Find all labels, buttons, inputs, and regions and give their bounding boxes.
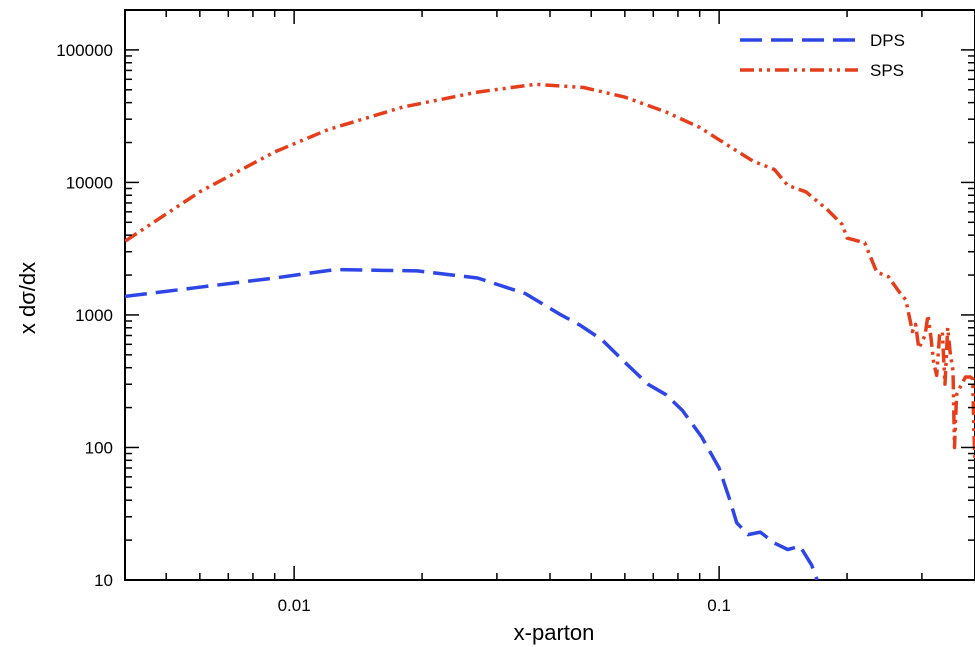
legend-label-dps: DPS [870, 31, 905, 50]
x-axis-title: x-parton [514, 620, 595, 645]
axes-group: 10 100 1000 10000 100000 0.01 0.1 [56, 9, 975, 615]
legend-label-sps: SPS [870, 61, 904, 80]
y-tick-label: 100000 [56, 41, 113, 60]
series-group [125, 82, 975, 580]
x-tick-label: 0.1 [707, 596, 731, 615]
plot-area [124, 9, 975, 581]
plot-frame [124, 9, 975, 581]
y-axis-title: x dσ/dx [15, 262, 40, 334]
series-line-dps [125, 267, 819, 580]
legend: DPS SPS [740, 31, 905, 80]
y-tick-label: 1000 [75, 306, 113, 325]
x-tick-label: 0.01 [278, 596, 311, 615]
y-tick-label: 10 [94, 571, 113, 590]
y-tick-label: 100 [85, 438, 113, 457]
y-tick-label: 10000 [66, 173, 113, 192]
series-line-sps [125, 82, 975, 461]
